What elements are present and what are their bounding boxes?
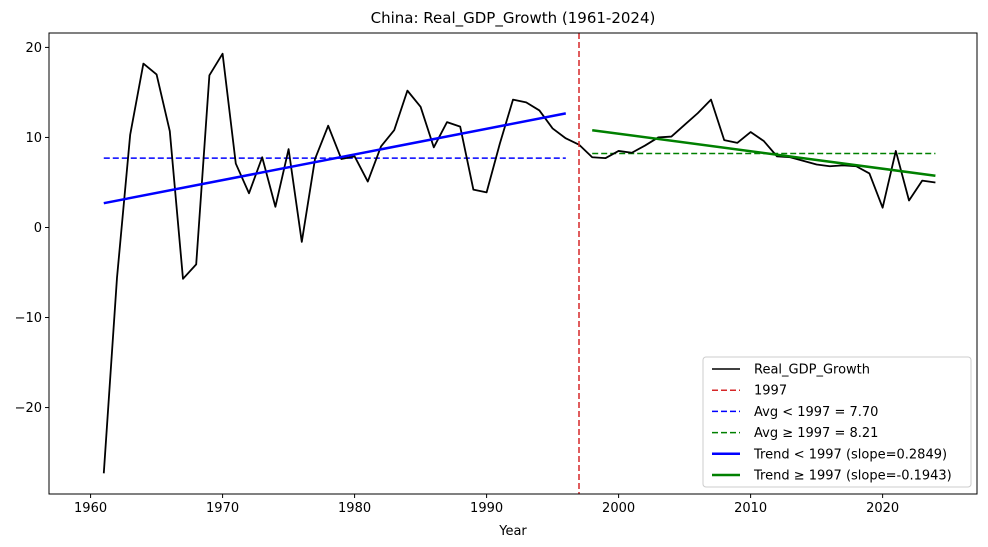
x-tick-label: 1970 (206, 501, 239, 516)
axes-frame (48, 32, 978, 495)
y-tick-label: −20 (15, 401, 42, 416)
x-tick-label: 2010 (734, 501, 767, 516)
legend-label: Avg < 1997 = 7.70 (754, 405, 878, 420)
y-tick-label: 20 (25, 41, 42, 56)
legend-label: Trend ≥ 1997 (slope=-0.1943) (753, 469, 952, 484)
legend-label: Real_GDP_Growth (754, 363, 870, 378)
x-tick-label: 2020 (866, 501, 899, 516)
trend-after-line (592, 129, 936, 177)
x-tick-label: 1990 (470, 501, 503, 516)
trend-before-line (103, 112, 567, 205)
x-tick-label: 1980 (338, 501, 371, 516)
x-axis-label: Year (498, 524, 527, 539)
y-tick-label: 0 (34, 221, 42, 236)
series-line-real-gdp-growth (102, 52, 936, 474)
plot-area (102, 33, 936, 494)
chart-title: China: Real_GDP_Growth (1961-2024) (371, 9, 656, 28)
legend-label: 1997 (754, 384, 787, 399)
y-tick-label: −10 (15, 311, 42, 326)
legend-box (702, 356, 972, 488)
x-tick-label: 2000 (602, 501, 635, 516)
x-tick-label: 1960 (74, 501, 107, 516)
legend-label: Avg ≥ 1997 = 8.21 (754, 426, 878, 441)
legend-label: Trend < 1997 (slope=0.2849) (753, 447, 947, 462)
y-tick-label: 10 (25, 131, 42, 146)
legend: Real_GDP_Growth 1997 Avg < 1997 = 7.70 Avg … (702, 356, 972, 488)
